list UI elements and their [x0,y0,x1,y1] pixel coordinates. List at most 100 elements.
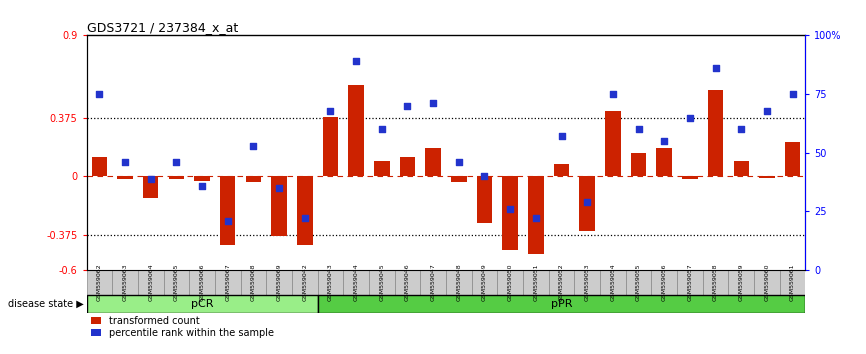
FancyBboxPatch shape [113,270,138,295]
Text: GSM559065: GSM559065 [174,264,179,301]
Bar [477,176,492,223]
FancyBboxPatch shape [164,270,190,295]
FancyBboxPatch shape [138,270,164,295]
Bar [271,176,287,236]
Text: GDS3721 / 237384_x_at: GDS3721 / 237384_x_at [87,21,238,34]
FancyBboxPatch shape [574,270,600,295]
Bar [246,176,262,182]
Text: GSM559046: GSM559046 [405,264,410,301]
Bar [425,148,441,176]
Point [426,101,440,106]
FancyBboxPatch shape [677,270,702,295]
Point [477,173,491,179]
Point [93,91,107,97]
Bar [630,153,646,176]
FancyBboxPatch shape [779,270,805,295]
Text: pCR: pCR [191,299,213,309]
FancyBboxPatch shape [215,270,241,295]
Bar [374,161,390,176]
Point [298,216,312,221]
Bar [579,176,595,231]
Text: GSM559062: GSM559062 [97,264,102,301]
FancyBboxPatch shape [600,270,625,295]
Point [170,159,184,165]
FancyBboxPatch shape [497,270,523,295]
Text: GSM559042: GSM559042 [302,264,307,301]
Point [401,103,415,109]
Bar [143,176,158,198]
FancyBboxPatch shape [651,270,677,295]
Text: GSM559045: GSM559045 [379,264,385,301]
Point [221,218,235,224]
Bar [220,176,236,245]
FancyBboxPatch shape [702,270,728,295]
Point [657,138,671,144]
FancyBboxPatch shape [369,270,395,295]
FancyBboxPatch shape [343,270,369,295]
Text: disease state ▶: disease state ▶ [9,299,84,309]
Text: GSM559051: GSM559051 [533,264,539,301]
Text: GSM559054: GSM559054 [611,264,616,301]
Text: GSM559061: GSM559061 [790,264,795,301]
Bar [348,85,364,176]
Point [529,216,543,221]
Point [144,176,158,181]
Text: GSM559066: GSM559066 [200,264,204,301]
Bar [118,176,132,179]
FancyBboxPatch shape [266,270,292,295]
FancyBboxPatch shape [754,270,779,295]
FancyBboxPatch shape [420,270,446,295]
Bar [169,176,184,179]
FancyBboxPatch shape [446,270,472,295]
Bar [605,110,621,176]
Bar [553,164,569,176]
FancyBboxPatch shape [292,270,318,295]
Text: GSM559068: GSM559068 [251,264,256,301]
FancyBboxPatch shape [523,270,549,295]
Point [785,91,799,97]
Text: GSM559060: GSM559060 [765,264,769,301]
FancyBboxPatch shape [728,270,754,295]
Text: GSM559053: GSM559053 [585,264,590,301]
Bar [451,176,467,182]
Bar [734,161,749,176]
FancyBboxPatch shape [87,295,318,313]
Bar [323,117,338,176]
Point [734,126,748,132]
Text: GSM559058: GSM559058 [713,264,718,301]
FancyBboxPatch shape [318,295,805,313]
Text: GSM559067: GSM559067 [225,264,230,301]
Text: GSM559052: GSM559052 [559,264,564,301]
Point [708,65,722,71]
Point [554,133,568,139]
Point [247,143,261,149]
Bar [400,158,415,176]
Text: GSM559063: GSM559063 [123,264,127,301]
Text: pPR: pPR [551,299,572,309]
Bar [92,158,107,176]
Text: GSM559064: GSM559064 [148,264,153,301]
Point [195,183,209,188]
FancyBboxPatch shape [472,270,497,295]
Point [452,159,466,165]
Point [349,58,363,64]
Text: GSM559047: GSM559047 [430,264,436,301]
Bar [194,176,210,181]
Text: GSM559057: GSM559057 [688,264,692,301]
FancyBboxPatch shape [87,270,113,295]
FancyBboxPatch shape [318,270,343,295]
Point [503,206,517,212]
Point [631,126,645,132]
Text: GSM559043: GSM559043 [328,264,333,301]
Bar [528,176,544,255]
Text: GSM559056: GSM559056 [662,264,667,301]
Point [760,108,774,113]
Text: GSM559044: GSM559044 [353,264,359,301]
Point [580,199,594,205]
Legend: transformed count, percentile rank within the sample: transformed count, percentile rank withi… [92,316,274,338]
Bar [785,142,800,176]
Bar [502,176,518,250]
FancyBboxPatch shape [395,270,420,295]
Bar [297,176,313,245]
Point [375,126,389,132]
